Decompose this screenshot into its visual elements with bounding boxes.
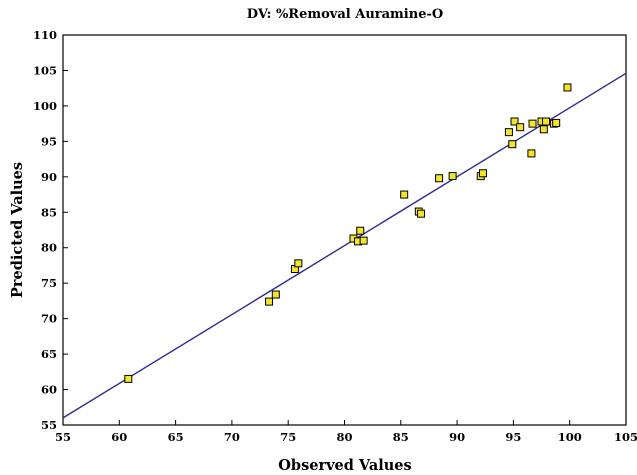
- data-point: [542, 117, 551, 126]
- x-tick-label: 90: [449, 430, 465, 444]
- data-point: [552, 118, 561, 127]
- data-point: [435, 174, 444, 183]
- y-tick-label: 60: [41, 383, 57, 397]
- data-point: [400, 190, 409, 199]
- fit-line: [62, 72, 627, 419]
- data-point: [504, 128, 513, 137]
- data-point: [271, 290, 280, 299]
- data-point: [294, 259, 303, 268]
- y-tick-label: 80: [41, 241, 57, 255]
- y-tick-label: 110: [33, 28, 57, 42]
- x-tick-label: 55: [55, 430, 71, 444]
- x-tick-label: 105: [614, 430, 637, 444]
- data-point: [356, 226, 365, 235]
- y-tick-label: 55: [41, 418, 57, 432]
- chart-title: DV: %Removal Auramine-O: [247, 7, 443, 22]
- data-point: [478, 169, 487, 178]
- x-tick-label: 85: [393, 430, 409, 444]
- y-axis: 55 60 65 70 75 80 85 90 95 100 105 110: [33, 28, 68, 432]
- x-tick-label: 60: [111, 430, 127, 444]
- data-point: [417, 209, 426, 218]
- data-point: [448, 172, 457, 181]
- x-axis: 55 60 65 70 75 80 85 90 95 100 105: [55, 420, 637, 444]
- data-points: [124, 83, 572, 383]
- y-axis-label: Predicted Values: [9, 162, 26, 298]
- data-point: [359, 236, 368, 245]
- data-point: [124, 374, 133, 383]
- x-tick-label: 75: [280, 430, 296, 444]
- data-point: [516, 123, 525, 132]
- x-axis-label: Observed Values: [278, 457, 411, 474]
- data-point: [528, 119, 537, 128]
- y-tick-label: 90: [41, 170, 57, 184]
- data-point: [265, 297, 274, 306]
- y-tick-label: 85: [41, 205, 57, 219]
- y-tick-label: 75: [41, 276, 57, 290]
- data-point: [510, 117, 519, 126]
- data-point: [563, 83, 572, 92]
- x-tick-label: 100: [558, 430, 582, 444]
- x-tick-label: 65: [168, 430, 184, 444]
- x-tick-label: 70: [224, 430, 240, 444]
- data-point: [539, 125, 548, 134]
- x-tick-label: 80: [336, 430, 352, 444]
- x-tick-label: 95: [505, 430, 521, 444]
- y-tick-label: 70: [41, 312, 57, 326]
- y-tick-label: 105: [33, 63, 57, 77]
- y-tick-label: 95: [41, 134, 57, 148]
- y-tick-label: 65: [41, 347, 57, 361]
- data-point: [527, 149, 536, 158]
- data-point: [508, 140, 517, 149]
- y-tick-label: 100: [33, 99, 57, 113]
